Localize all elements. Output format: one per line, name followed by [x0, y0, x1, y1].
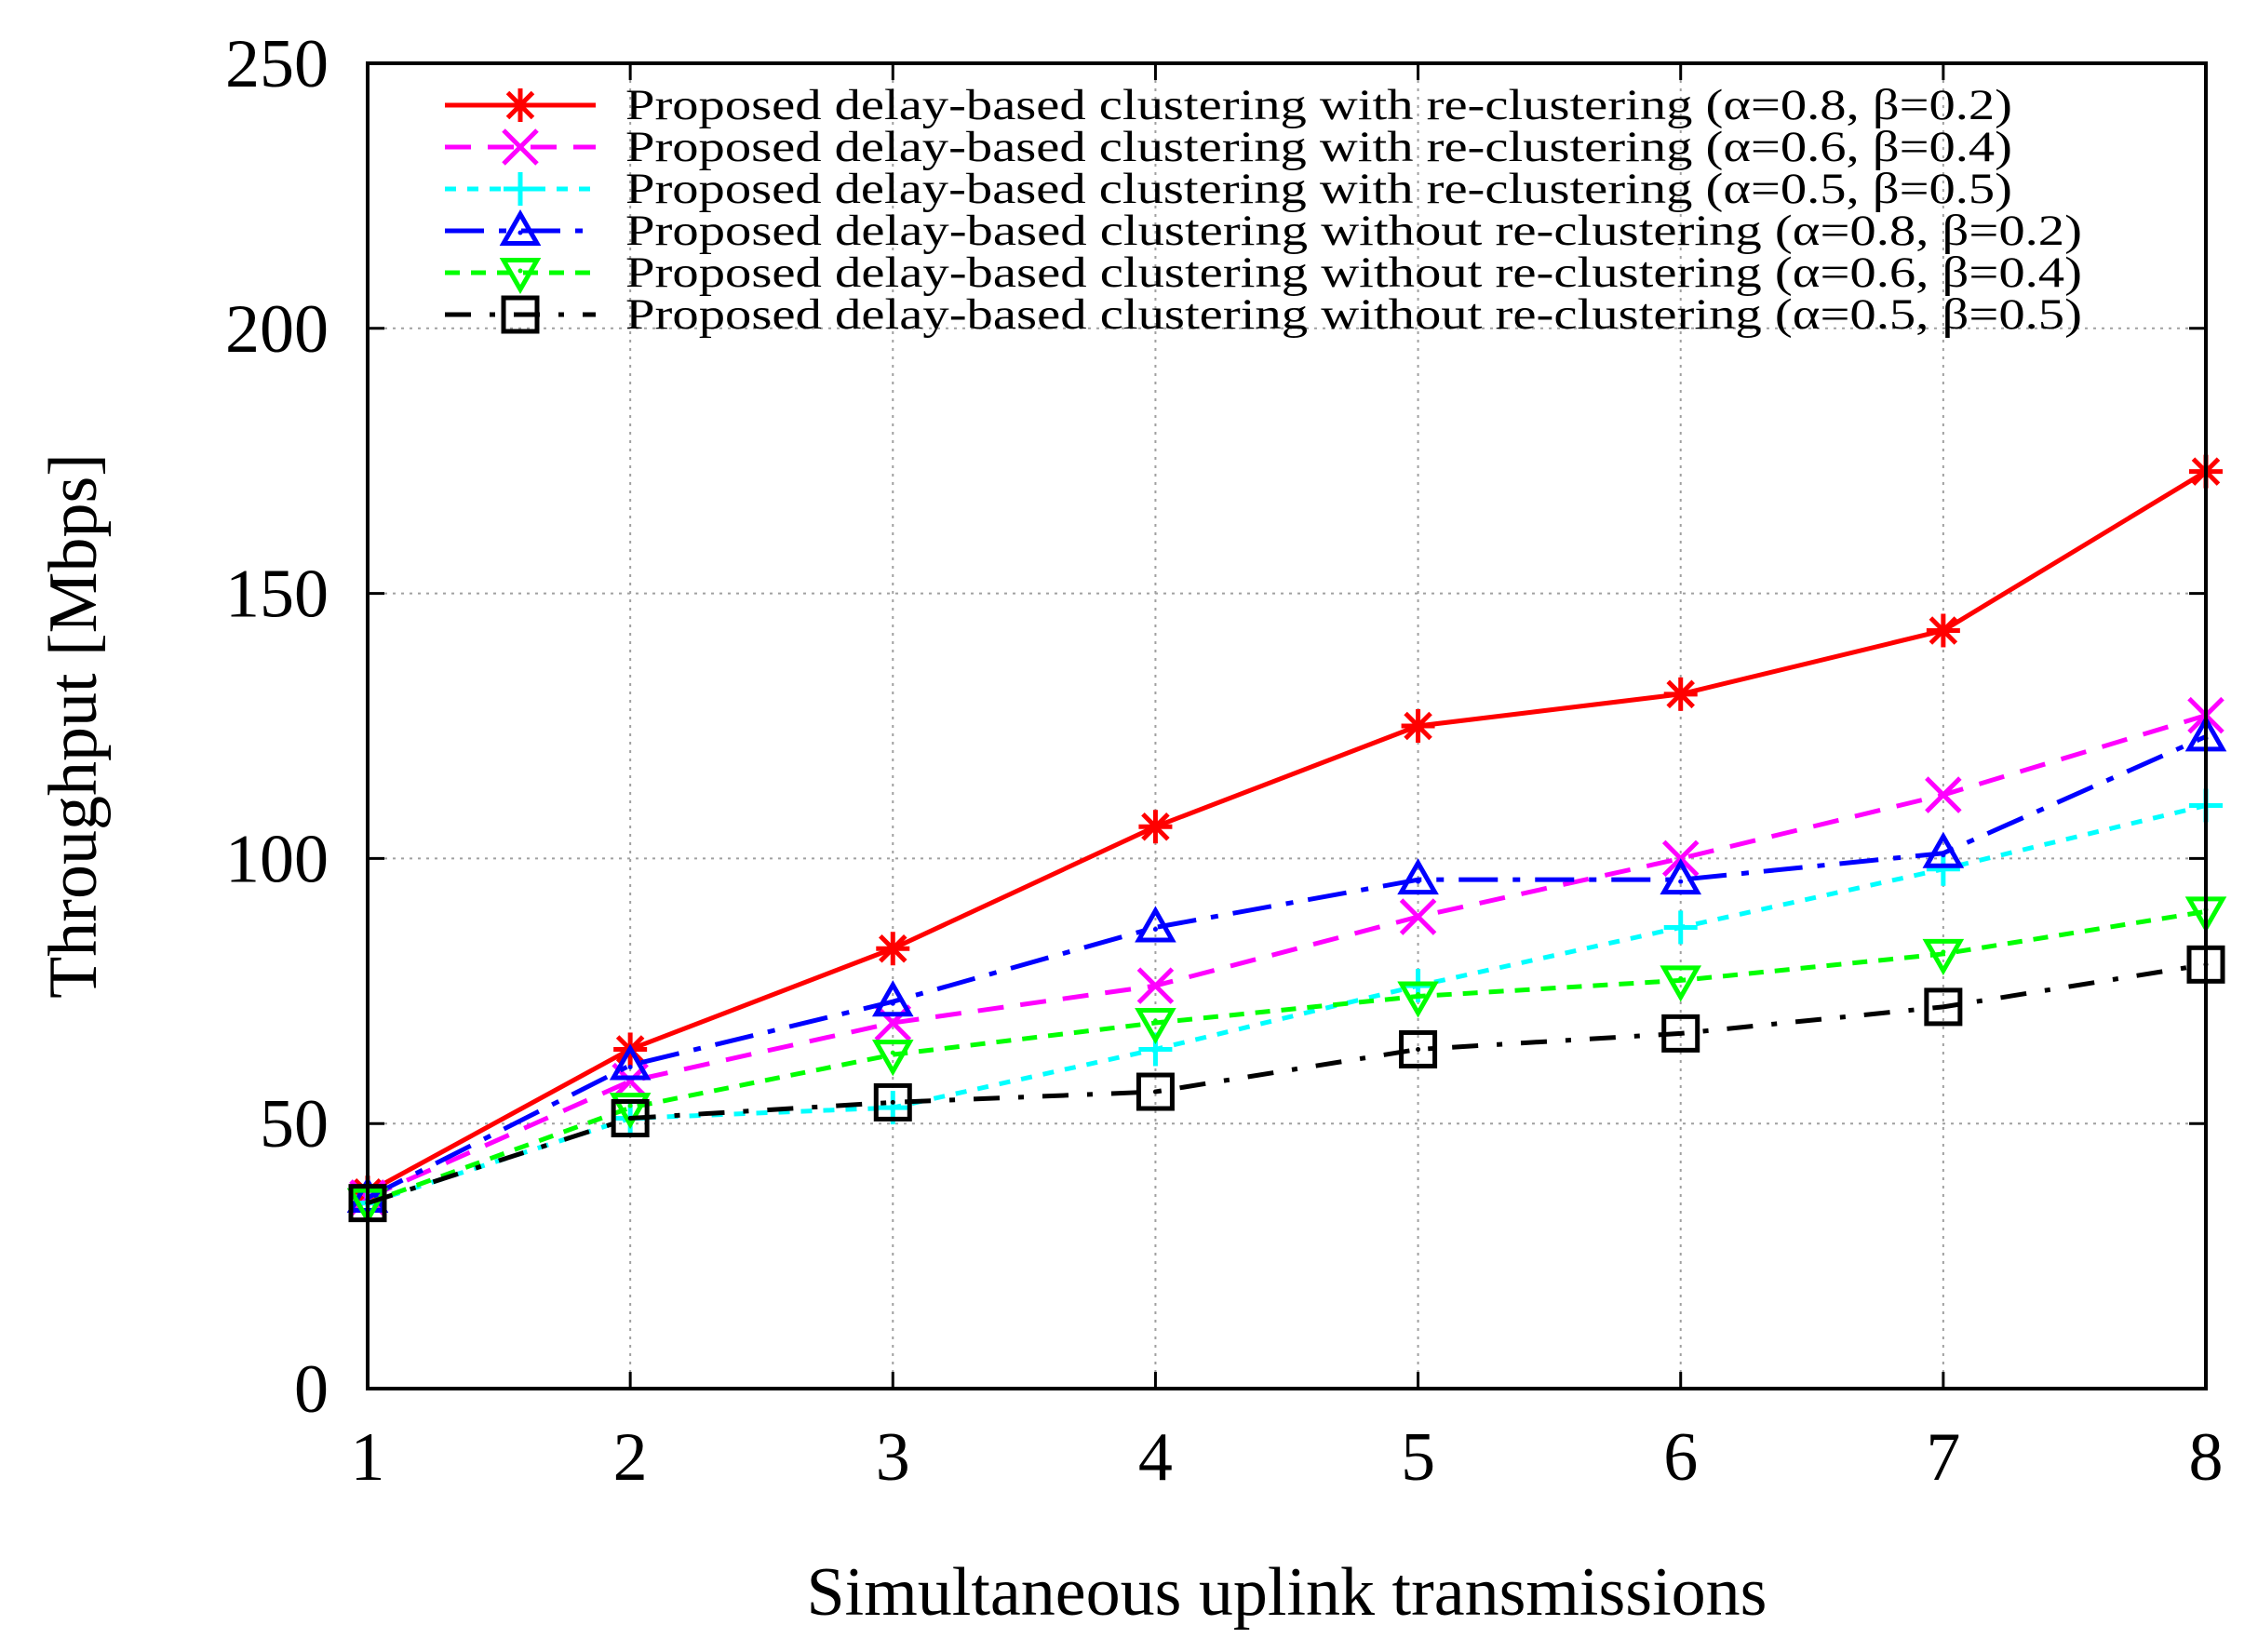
- data-point-marker: [1926, 852, 1960, 886]
- data-point-marker: [499, 258, 542, 295]
- data-point-marker: [1399, 898, 1437, 935]
- legend-entry: Proposed delay-based clustering without …: [445, 290, 2082, 339]
- y-tick-label: 50: [260, 1086, 329, 1162]
- y-tick-label: 250: [225, 26, 329, 102]
- data-point-marker: [871, 1040, 914, 1077]
- x-tick-label: 5: [1401, 1419, 1435, 1496]
- data-point-marker: [501, 295, 540, 334]
- legend-label: Proposed delay-based clustering with re-…: [625, 123, 2012, 171]
- x-tick-label: 3: [876, 1419, 910, 1496]
- data-point-marker: [609, 1043, 652, 1081]
- data-point-marker: [1922, 831, 1965, 868]
- data-point-marker: [1401, 709, 1435, 743]
- data-point-marker: [611, 1099, 650, 1138]
- data-point-marker: [1660, 965, 1702, 1002]
- data-point-marker: [1663, 910, 1698, 945]
- x-tick-label: 1: [351, 1419, 385, 1496]
- data-point-marker: [876, 932, 910, 966]
- plot-frame: [366, 61, 2208, 1390]
- data-point-marker: [1660, 858, 1702, 895]
- series-line: [367, 803, 2207, 1206]
- data-point-marker: [1135, 1007, 1176, 1045]
- data-point-marker: [502, 128, 539, 166]
- legend-entry: Proposed delay-based clustering without …: [445, 207, 2082, 255]
- data-point-marker: [1922, 938, 1965, 975]
- y-tick-label: 200: [225, 291, 329, 368]
- x-tick-label: 8: [2189, 1419, 2224, 1496]
- x-tick-label: 6: [1663, 1419, 1698, 1496]
- y-axis-ticks: 0 50 100 150 200 250: [225, 26, 2206, 1428]
- y-tick-label: 100: [225, 821, 329, 897]
- data-point-marker: [504, 88, 537, 122]
- data-point-marker: [499, 208, 542, 246]
- data-point-marker: [1397, 981, 1439, 1018]
- y-tick-label: 150: [225, 557, 329, 633]
- data-point-marker: [1397, 858, 1439, 895]
- legend-label: Proposed delay-based clustering with re-…: [625, 165, 2012, 213]
- data-point-marker: [874, 1004, 912, 1041]
- data-point-marker: [1925, 776, 1962, 813]
- data-point-marker: [1661, 1014, 1700, 1053]
- data-point-marker: [1924, 987, 1963, 1027]
- data-point-marker: [873, 1082, 912, 1121]
- legend-entry: Proposed delay-based clustering with re-…: [445, 123, 2012, 171]
- legend-entry: Proposed delay-based clustering without …: [445, 248, 2082, 297]
- series-6: [348, 945, 2225, 1223]
- data-point-marker: [1138, 810, 1173, 844]
- legend-label: Proposed delay-based clustering with re-…: [625, 81, 2012, 129]
- legend-label: Proposed delay-based clustering without …: [625, 248, 2082, 297]
- series-line: [366, 713, 2207, 1201]
- series-line: [366, 734, 2208, 1201]
- series-layer: [346, 454, 2227, 1225]
- data-point-marker: [1926, 613, 1960, 648]
- x-tick-label: 4: [1138, 1419, 1173, 1496]
- data-point-marker: [871, 980, 914, 1017]
- legend-entry: Proposed delay-based clustering with re-…: [445, 81, 2012, 129]
- x-axis-title: Simultaneous uplink transmissions: [807, 1554, 1767, 1631]
- data-point-marker: [1135, 906, 1176, 943]
- data-point-marker: [1136, 1072, 1175, 1111]
- legend-label: Proposed delay-based clustering without …: [625, 207, 2082, 255]
- series-line: [366, 469, 2208, 1195]
- series-line: [367, 908, 2207, 1205]
- data-point-marker: [504, 172, 537, 206]
- x-tick-label: 7: [1926, 1419, 1960, 1496]
- data-point-marker: [1663, 677, 1698, 711]
- y-tick-label: 0: [294, 1351, 329, 1428]
- y-axis-title: Throughput [Mbps]: [35, 453, 112, 999]
- x-axis-ticks: 1 2 3 4 5 6 7 8: [351, 63, 2224, 1496]
- legend: Proposed delay-based clustering with re-…: [445, 81, 2082, 339]
- data-point-marker: [609, 1093, 652, 1130]
- data-point-marker: [1136, 967, 1175, 1004]
- data-point-marker: [1399, 1029, 1438, 1068]
- series-line: [367, 961, 2207, 1206]
- legend-entry: Proposed delay-based clustering with re-…: [445, 165, 2012, 213]
- legend-label: Proposed delay-based clustering without …: [625, 290, 2082, 339]
- x-tick-label: 2: [613, 1419, 648, 1496]
